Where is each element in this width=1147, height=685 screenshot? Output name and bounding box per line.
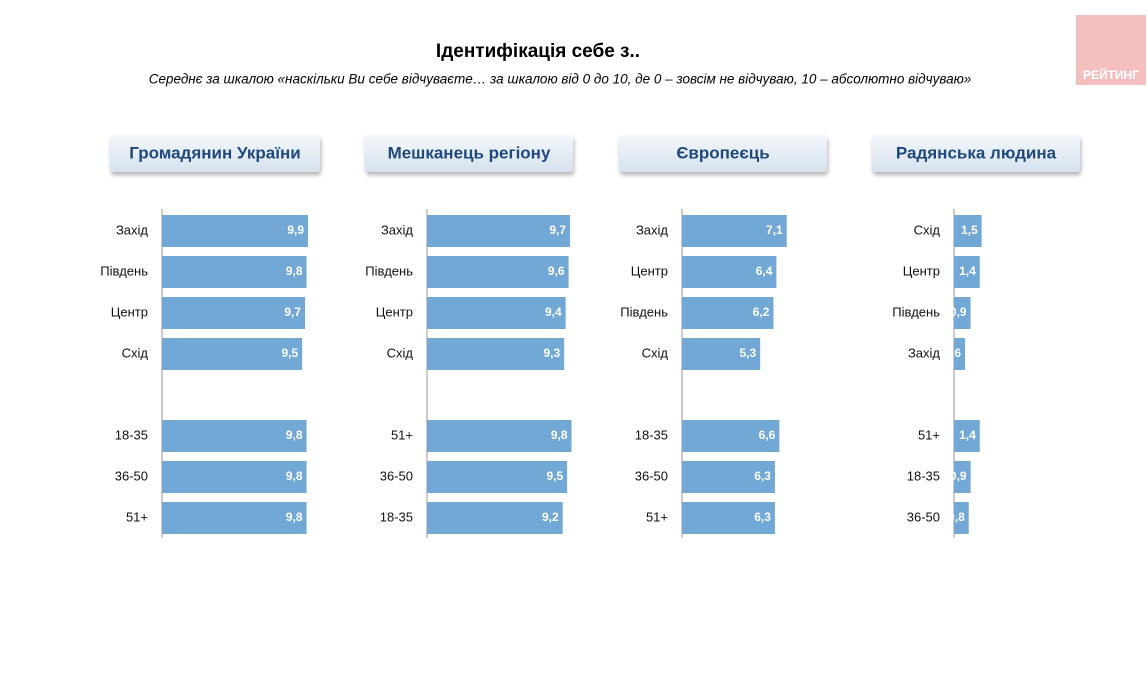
value-label: 7,1 xyxy=(766,223,783,237)
category-label: 18-35 xyxy=(635,427,668,442)
bar xyxy=(682,297,774,329)
panel-header-box xyxy=(872,135,1080,172)
category-label: Центр xyxy=(903,263,940,278)
bar xyxy=(682,461,775,493)
bar xyxy=(682,215,787,247)
panel-header: Радянська людина xyxy=(896,143,1057,162)
value-label: 6,3 xyxy=(754,469,771,483)
category-label: Південь xyxy=(100,263,148,278)
panel-header-box xyxy=(110,135,320,172)
value-label: 6,2 xyxy=(753,305,770,319)
bar xyxy=(954,297,971,329)
bar xyxy=(162,297,306,329)
bar xyxy=(682,338,761,370)
value-label: 9,2 xyxy=(542,510,559,524)
value-label: 6,3 xyxy=(754,510,771,524)
value-label: 9,8 xyxy=(286,264,303,278)
bar xyxy=(427,461,568,493)
value-label: 9,8 xyxy=(286,510,303,524)
value-label: 9,3 xyxy=(543,346,560,360)
category-label: 51+ xyxy=(918,427,940,442)
category-label: Південь xyxy=(892,304,940,319)
category-label: Схід xyxy=(642,345,669,360)
category-label: Схід xyxy=(914,222,941,237)
panel-header-box xyxy=(365,135,573,172)
category-label: Центр xyxy=(631,263,668,278)
value-label: 0,8 xyxy=(948,510,965,524)
bar xyxy=(954,461,971,493)
category-label: Захід xyxy=(116,222,148,237)
bar xyxy=(162,215,309,247)
category-label: Захід xyxy=(908,345,940,360)
subtitle: Середнє за шкалою «наскільки Ви себе від… xyxy=(149,72,972,87)
bar xyxy=(427,215,571,247)
value-label: 9,8 xyxy=(286,428,303,442)
category-label: 36-50 xyxy=(380,468,413,483)
bar xyxy=(162,502,307,534)
category-label: Південь xyxy=(620,304,668,319)
value-label: 1,5 xyxy=(961,223,978,237)
bar xyxy=(162,338,303,370)
panel-header: Мешканець регіону xyxy=(388,143,551,162)
logo-box xyxy=(1076,15,1146,85)
value-label: 9,8 xyxy=(286,469,303,483)
value-label: 9,8 xyxy=(551,428,568,442)
value-label: 9,7 xyxy=(549,223,566,237)
panel-header: Громадянин України xyxy=(129,143,301,162)
bar xyxy=(954,215,982,247)
bar xyxy=(682,256,777,288)
value-label: 9,9 xyxy=(287,223,304,237)
bar xyxy=(427,256,569,288)
bar xyxy=(162,256,307,288)
category-label: Схід xyxy=(122,345,149,360)
bar xyxy=(162,420,307,452)
bar xyxy=(954,420,980,452)
logo: РЕЙТИНГ xyxy=(1083,67,1139,82)
category-label: 18-35 xyxy=(380,509,413,524)
category-label: 51+ xyxy=(646,509,668,524)
bar xyxy=(427,502,563,534)
bar xyxy=(954,502,969,534)
value-label: 1,4 xyxy=(959,264,976,278)
panel-header: Європеєць xyxy=(676,143,769,162)
category-label: 36-50 xyxy=(907,509,940,524)
value-label: 5,3 xyxy=(739,346,756,360)
category-label: 51+ xyxy=(391,427,413,442)
category-label: Центр xyxy=(111,304,148,319)
bar xyxy=(954,338,966,370)
panel-header-box xyxy=(619,135,827,172)
value-label: 9,7 xyxy=(284,305,301,319)
value-label: 6,4 xyxy=(756,264,773,278)
bar xyxy=(682,502,775,534)
category-label: 36-50 xyxy=(115,468,148,483)
bar xyxy=(427,338,565,370)
value-label: 9,4 xyxy=(545,305,562,319)
bar xyxy=(162,461,307,493)
category-label: Захід xyxy=(381,222,413,237)
category-label: Схід xyxy=(387,345,414,360)
bar xyxy=(954,256,980,288)
bar xyxy=(427,420,572,452)
bar xyxy=(682,420,780,452)
value-label: 0,9 xyxy=(950,469,967,483)
category-label: 18-35 xyxy=(907,468,940,483)
category-label: Південь xyxy=(365,263,413,278)
category-label: 36-50 xyxy=(635,468,668,483)
category-label: 51+ xyxy=(126,509,148,524)
category-label: 18-35 xyxy=(115,427,148,442)
category-label: Захід xyxy=(636,222,668,237)
title: Ідентифікація себе з.. xyxy=(436,41,640,62)
value-label: 9,5 xyxy=(546,469,563,483)
value-label: 1,4 xyxy=(959,428,976,442)
value-label: 9,6 xyxy=(548,264,565,278)
value-label: 6,6 xyxy=(759,428,776,442)
value-label: 9,5 xyxy=(281,346,298,360)
bar xyxy=(427,297,566,329)
value-label: 0,9 xyxy=(950,305,967,319)
category-label: Центр xyxy=(376,304,413,319)
value-label: 0,6 xyxy=(944,346,961,360)
